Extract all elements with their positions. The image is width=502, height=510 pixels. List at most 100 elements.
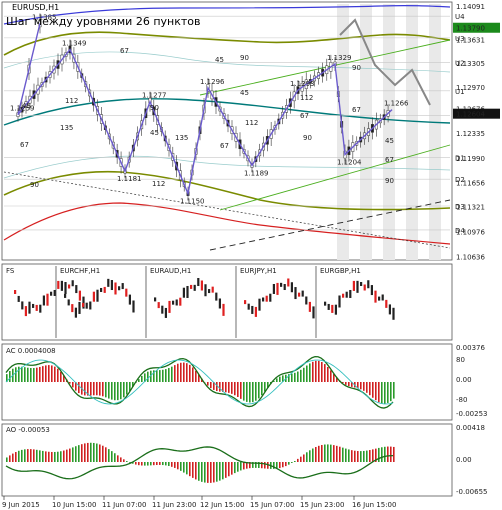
ao-bar: [159, 462, 161, 465]
ac-tick: -0.00253: [456, 410, 487, 418]
fs-candle: [378, 296, 381, 301]
fs-candle: [385, 299, 388, 308]
ac-bar: [15, 367, 17, 382]
time-tick: 11 Jun 23:00: [152, 501, 196, 509]
fib-number: 45: [150, 129, 159, 137]
price-tick: 1.12970: [456, 84, 485, 92]
fs-candle: [110, 280, 113, 291]
zigzag-label: 1.1189: [244, 169, 269, 177]
ac-bar: [18, 366, 20, 382]
ac-bar: [132, 382, 134, 387]
ao-bar: [126, 461, 128, 462]
ao-bar: [66, 449, 68, 462]
ac-bar: [393, 382, 395, 399]
ac-axis: 0.00376 80 0.00 -80 -0.00253: [456, 344, 487, 418]
ao-bar: [249, 462, 251, 469]
ac-bar: [57, 368, 59, 382]
ac-bar: [84, 382, 86, 396]
ao-bar: [252, 462, 254, 468]
fs-candle: [290, 282, 293, 293]
ao-bar: [264, 462, 266, 469]
ac-bar: [303, 367, 305, 382]
ac-label: AC 0.0004008: [6, 347, 56, 355]
ac-bar: [321, 362, 323, 382]
fs-candle: [128, 294, 131, 305]
ao-bar: [387, 446, 389, 462]
fs-candle: [118, 286, 121, 291]
fs-candle: [89, 301, 92, 310]
fs-candle: [301, 290, 304, 297]
ao-bar: [246, 462, 248, 469]
ac-bars: [6, 360, 395, 404]
fib-number: 67: [352, 106, 361, 114]
fs-candle: [175, 299, 178, 306]
ao-bar: [105, 447, 107, 462]
ac-bar: [267, 382, 269, 388]
fs-candle: [349, 289, 352, 298]
ac-bar: [258, 382, 260, 399]
fs-candle: [342, 293, 345, 298]
level-label: U3: [455, 35, 465, 43]
ao-bar: [315, 446, 317, 462]
ao-bar: [57, 451, 59, 462]
ao-bar: [261, 462, 263, 469]
ac-bar: [255, 382, 257, 401]
time-axis: 9 Jun 2015 10 Jun 15:00 11 Jun 07:00 11 Jun…: [2, 496, 396, 509]
fs-candle: [179, 297, 182, 306]
ao-bar: [354, 450, 356, 462]
fs-candle: [247, 303, 250, 310]
fs-candle: [218, 298, 221, 309]
fs-candle: [190, 284, 193, 289]
ac-bar: [219, 382, 221, 392]
ac-bar: [372, 382, 374, 398]
level-label: D2: [455, 176, 465, 184]
fs-candle: [356, 280, 359, 293]
ao-bar: [72, 447, 74, 462]
ac-bar: [309, 363, 311, 382]
fs-candle: [193, 284, 196, 291]
ao-bar: [144, 462, 146, 466]
ao-bar: [366, 450, 368, 462]
ao-bar: [129, 462, 131, 463]
fib-number: 67: [300, 112, 309, 120]
ac-bar: [159, 370, 161, 382]
fs-candle: [154, 297, 157, 302]
fs-candle: [39, 304, 42, 313]
ac-bar: [117, 382, 119, 401]
ac-bar: [381, 382, 383, 404]
ao-bar: [255, 462, 257, 468]
ao-bar: [69, 448, 71, 462]
time-tick: 11 Jun 07:00: [102, 501, 146, 509]
price-marker: [453, 22, 500, 33]
price-tick: 1.11990: [456, 155, 485, 163]
fs-candle: [265, 295, 268, 302]
ao-bar: [201, 462, 203, 482]
fib-number: 67: [385, 156, 394, 164]
ao-bar: [372, 449, 374, 462]
fib-numbers: 4567901121354567901121354567901124567901…: [20, 47, 394, 189]
price-tick: 1.11656: [456, 179, 485, 187]
ac-bar: [330, 370, 332, 382]
fs-candle: [35, 304, 38, 311]
ao-bar: [63, 450, 65, 462]
ac-bar: [360, 382, 362, 390]
ao-bar: [300, 456, 302, 462]
ac-bar: [21, 366, 23, 382]
fs-candle: [157, 302, 160, 309]
ao-bar: [342, 447, 344, 462]
level-label: U2: [455, 60, 465, 68]
ao-bar: [237, 462, 239, 472]
ac-bar: [261, 382, 263, 396]
fs-candle: [324, 301, 327, 306]
ao-bar: [393, 446, 395, 462]
ac-bar: [54, 366, 56, 382]
ac-tick: 80: [456, 356, 465, 364]
ao-bar: [282, 462, 284, 468]
fib-number: 45: [385, 137, 394, 145]
fs-candle: [331, 304, 334, 313]
price-tick: 1.12335: [456, 130, 485, 138]
ac-bar: [114, 382, 116, 401]
ac-bar: [390, 382, 392, 402]
ac-bar: [27, 367, 29, 382]
level-label: D4: [455, 227, 465, 235]
